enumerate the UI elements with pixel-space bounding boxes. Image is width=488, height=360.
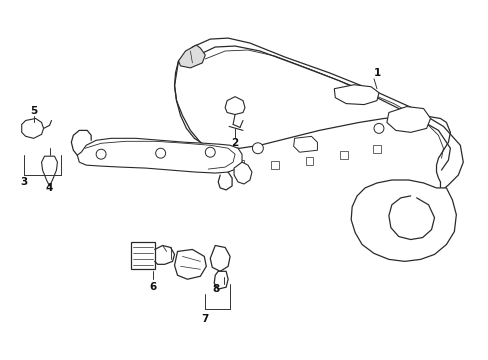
Polygon shape (178, 45, 205, 68)
Polygon shape (386, 107, 429, 132)
Polygon shape (77, 138, 242, 173)
Text: 3: 3 (20, 177, 27, 187)
Polygon shape (41, 156, 57, 186)
Polygon shape (350, 180, 455, 261)
Polygon shape (21, 118, 43, 138)
Polygon shape (236, 160, 244, 168)
Circle shape (252, 143, 263, 154)
Polygon shape (270, 161, 278, 169)
Circle shape (373, 123, 383, 133)
Polygon shape (214, 271, 228, 289)
Polygon shape (174, 249, 206, 279)
Polygon shape (201, 153, 209, 161)
Text: 8: 8 (212, 284, 220, 294)
Polygon shape (372, 145, 380, 153)
Circle shape (205, 147, 215, 157)
Circle shape (96, 149, 106, 159)
Text: 1: 1 (372, 68, 380, 78)
Polygon shape (293, 136, 317, 152)
Polygon shape (234, 162, 251, 184)
Text: 7: 7 (201, 314, 208, 324)
Polygon shape (305, 157, 313, 165)
Text: 6: 6 (149, 282, 156, 292)
Polygon shape (340, 151, 347, 159)
Polygon shape (131, 242, 154, 269)
Text: 2: 2 (231, 138, 238, 148)
Polygon shape (224, 96, 244, 114)
Text: 5: 5 (30, 105, 37, 116)
Text: 4: 4 (46, 183, 53, 193)
Circle shape (155, 148, 165, 158)
Polygon shape (334, 85, 378, 105)
Polygon shape (210, 246, 230, 271)
